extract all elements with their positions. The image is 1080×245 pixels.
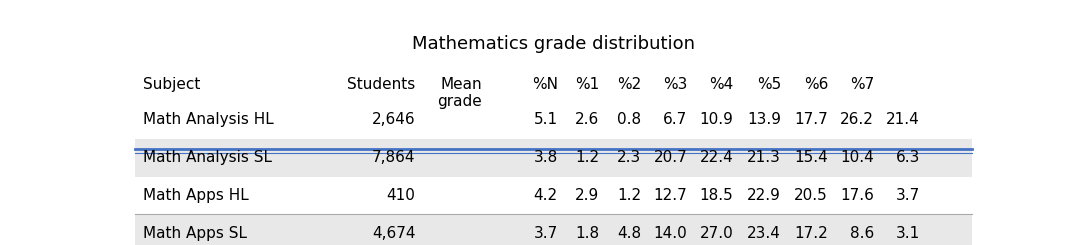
Text: %N: %N [531,77,557,92]
Text: 4.2: 4.2 [534,188,557,203]
Text: 6.3: 6.3 [895,150,920,165]
Text: Math Apps SL: Math Apps SL [144,226,247,241]
Text: 20.5: 20.5 [794,188,828,203]
Text: 14.0: 14.0 [653,226,688,241]
Text: 1.8: 1.8 [576,226,599,241]
Text: Mathematics grade distribution: Mathematics grade distribution [411,35,696,53]
Text: %5: %5 [757,77,781,92]
Text: 4.8: 4.8 [618,226,642,241]
Text: %1: %1 [576,77,599,92]
Text: 3.7: 3.7 [895,188,920,203]
Text: 27.0: 27.0 [700,226,733,241]
Text: 22.9: 22.9 [747,188,781,203]
Text: 2.6: 2.6 [576,112,599,127]
Text: 2,646: 2,646 [372,112,416,127]
Text: %6: %6 [804,77,828,92]
Text: 410: 410 [387,188,416,203]
Text: 10.9: 10.9 [700,112,733,127]
Text: 26.2: 26.2 [840,112,874,127]
Text: Mean
grade: Mean grade [437,77,483,109]
Text: Students: Students [347,77,416,92]
FancyBboxPatch shape [135,139,972,177]
Text: 3.7: 3.7 [534,226,557,241]
Text: 21.4: 21.4 [887,112,920,127]
Text: 15.4: 15.4 [794,150,828,165]
Text: 2.9: 2.9 [576,188,599,203]
Text: 10.4: 10.4 [840,150,874,165]
Text: %7: %7 [850,77,874,92]
Text: 17.7: 17.7 [794,112,828,127]
Text: 17.2: 17.2 [794,226,828,241]
Text: 22.4: 22.4 [700,150,733,165]
Text: 23.4: 23.4 [747,226,781,241]
FancyBboxPatch shape [135,214,972,245]
Text: 6.7: 6.7 [663,112,688,127]
Text: 17.6: 17.6 [840,188,874,203]
Text: Math Analysis HL: Math Analysis HL [144,112,274,127]
Text: Math Analysis SL: Math Analysis SL [144,150,272,165]
Text: 18.5: 18.5 [700,188,733,203]
Text: 21.3: 21.3 [747,150,781,165]
Text: 8.6: 8.6 [850,226,874,241]
Text: 1.2: 1.2 [618,188,642,203]
Text: Math Apps HL: Math Apps HL [144,188,249,203]
Text: %2: %2 [617,77,642,92]
Text: 1.2: 1.2 [576,150,599,165]
Text: %3: %3 [663,77,688,92]
Text: 0.8: 0.8 [618,112,642,127]
Text: 7,864: 7,864 [372,150,416,165]
Text: 5.1: 5.1 [534,112,557,127]
Text: 13.9: 13.9 [747,112,781,127]
Text: 3.8: 3.8 [534,150,557,165]
Text: Subject: Subject [144,77,201,92]
Text: 3.1: 3.1 [895,226,920,241]
Text: 4,674: 4,674 [372,226,416,241]
Text: %4: %4 [710,77,733,92]
Text: 2.3: 2.3 [617,150,642,165]
Text: 20.7: 20.7 [653,150,688,165]
Text: 12.7: 12.7 [653,188,688,203]
